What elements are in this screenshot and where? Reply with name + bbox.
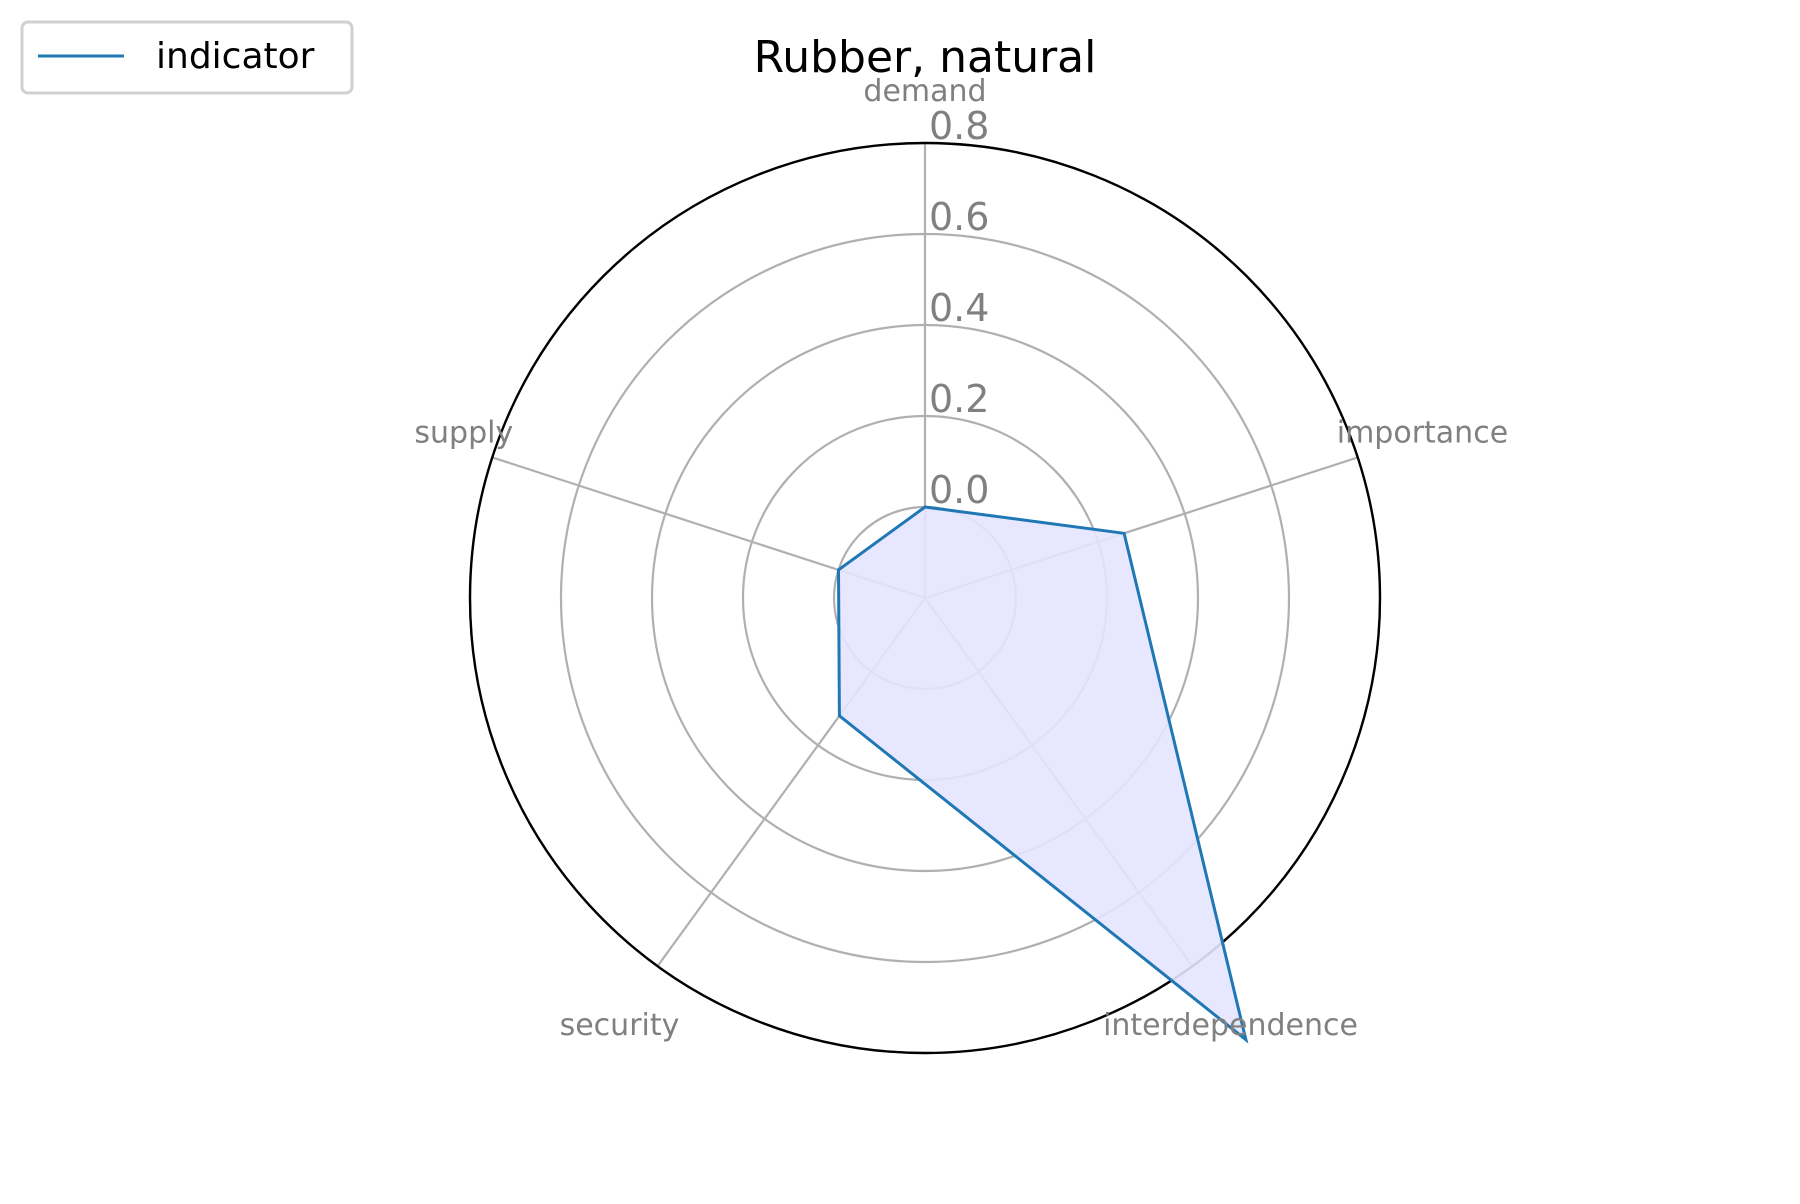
- legend-box: [20, 20, 354, 95]
- category-label: supply: [414, 416, 513, 451]
- category-label: security: [560, 1008, 680, 1043]
- polar-frame: [468, 141, 1382, 1055]
- series-line: [836, 505, 1249, 1044]
- radial-tick-label: 0.2: [929, 377, 989, 421]
- chart-title: Rubber, natural: [754, 32, 1097, 83]
- category-label: demand: [863, 74, 986, 109]
- radial-tick-label: 0.6: [929, 195, 989, 239]
- series-fill-area: [838, 507, 1246, 1040]
- radial-tick-label: 0.0: [929, 468, 989, 512]
- series-layer: [836, 505, 1249, 1044]
- radial-tick-label: 0.8: [929, 104, 989, 148]
- legend: indicator: [20, 20, 354, 95]
- grid-layer: [468, 141, 1382, 1055]
- radial-tick-label: 0.4: [929, 286, 989, 330]
- legend-label: indicator: [156, 36, 315, 77]
- category-label: interdependence: [1103, 1008, 1358, 1043]
- category-label: importance: [1337, 416, 1508, 451]
